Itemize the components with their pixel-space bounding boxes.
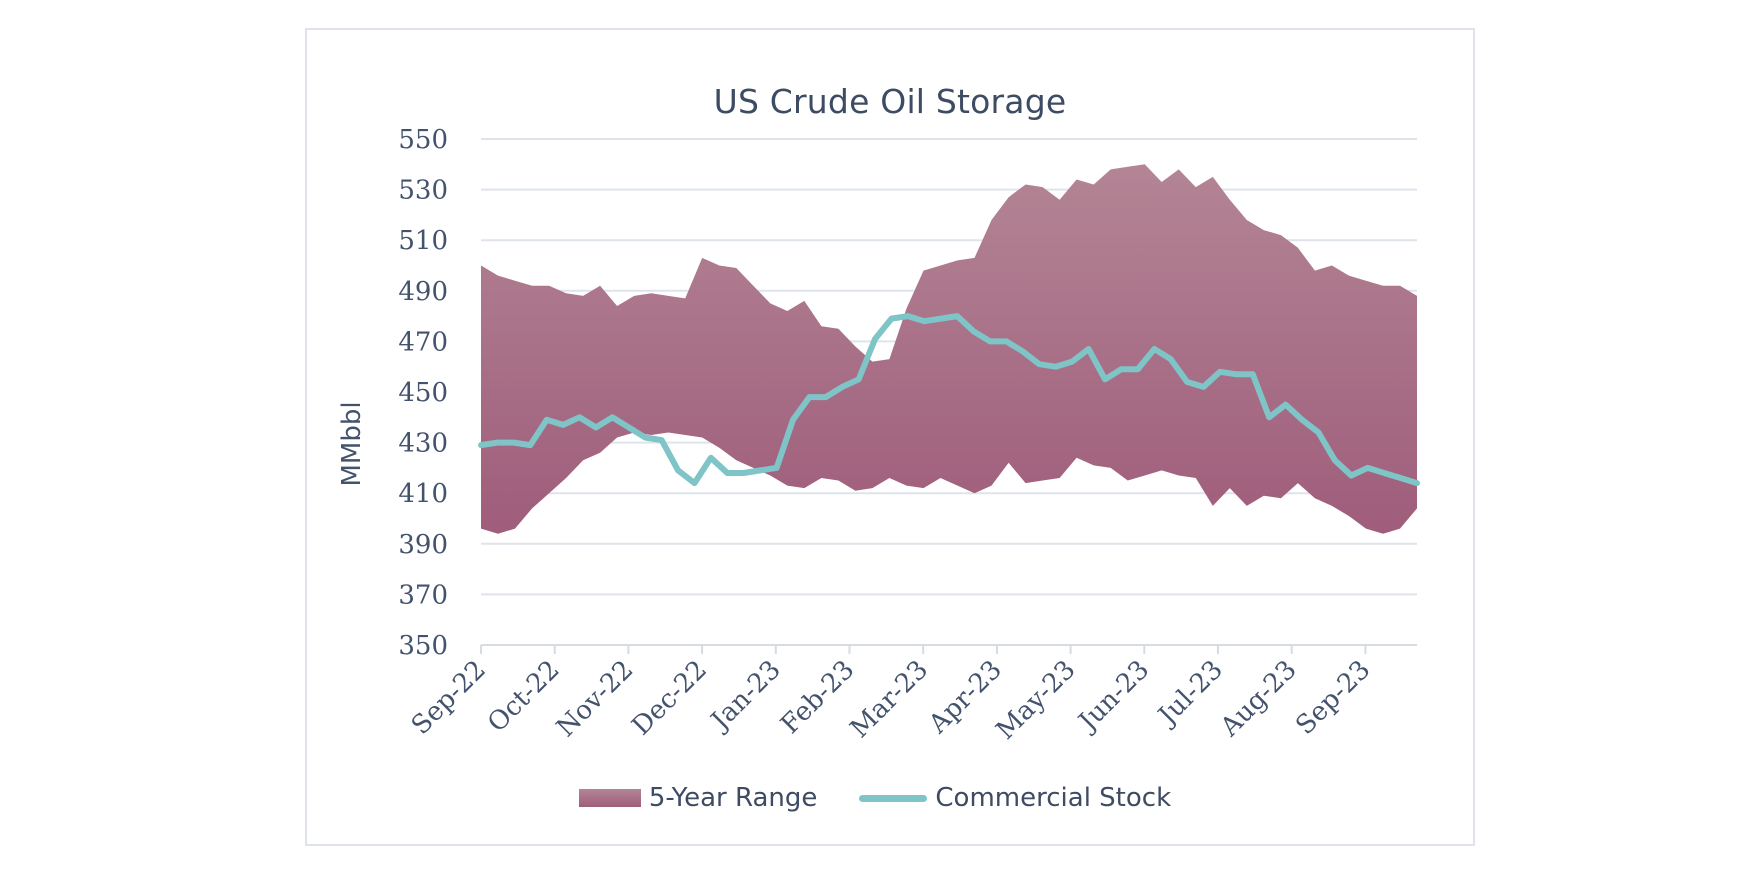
x-tick-label: Sep-22 xyxy=(406,655,492,741)
legend-label-range: 5-Year Range xyxy=(648,783,818,813)
y-tick-label: 370 xyxy=(398,580,448,610)
legend-item-commercial-stock: Commercial Stock xyxy=(859,783,1171,813)
legend-swatch-commercial-stock xyxy=(859,794,928,802)
y-tick-label: 430 xyxy=(398,429,448,459)
x-tick-label: Aug-23 xyxy=(1214,655,1302,743)
x-tick-label: Jan-23 xyxy=(704,655,787,738)
y-tick-label: 450 xyxy=(398,378,448,408)
series-line-commercial-stock xyxy=(478,313,1420,487)
y-tick-label: 350 xyxy=(398,631,448,661)
y-axis-title: MMbbl xyxy=(337,401,367,486)
y-tick-label: 530 xyxy=(398,176,448,206)
x-axis-tick-labels: Sep-22Oct-22Nov-22Dec-22Jan-23Feb-23Mar-… xyxy=(406,655,1376,746)
y-tick-label: 490 xyxy=(398,277,448,307)
range-band-area xyxy=(481,164,1417,534)
x-tick-label: Dec-22 xyxy=(626,655,713,742)
x-tick-label: Jun-23 xyxy=(1071,655,1155,739)
legend-item-range: 5-Year Range xyxy=(578,783,818,813)
y-tick-label: 470 xyxy=(398,327,448,357)
x-tick-label: Oct-22 xyxy=(482,655,566,739)
range-band-layer xyxy=(481,164,1417,534)
legend: 5-Year Range Commercial Stock xyxy=(0,783,1750,813)
legend-swatch-range xyxy=(578,789,641,807)
y-axis-tick-labels: 350 370 390 410 430 450 470 490 510 530 550 xyxy=(398,125,448,661)
y-tick-label: 550 xyxy=(398,125,448,155)
x-axis xyxy=(480,644,1417,654)
x-tick-label: May-23 xyxy=(991,655,1082,746)
legend-label-commercial-stock: Commercial Stock xyxy=(935,783,1172,813)
x-tick-label: Sep-23 xyxy=(1290,655,1376,741)
x-tick-label: Mar-23 xyxy=(845,655,934,744)
series-line-layer xyxy=(478,313,1420,487)
y-tick-label: 410 xyxy=(398,479,448,509)
x-tick-label: Nov-22 xyxy=(551,655,639,743)
y-tick-label: 510 xyxy=(398,226,448,256)
chart-title: US Crude Oil Storage xyxy=(713,82,1067,121)
y-tick-label: 390 xyxy=(398,530,448,560)
